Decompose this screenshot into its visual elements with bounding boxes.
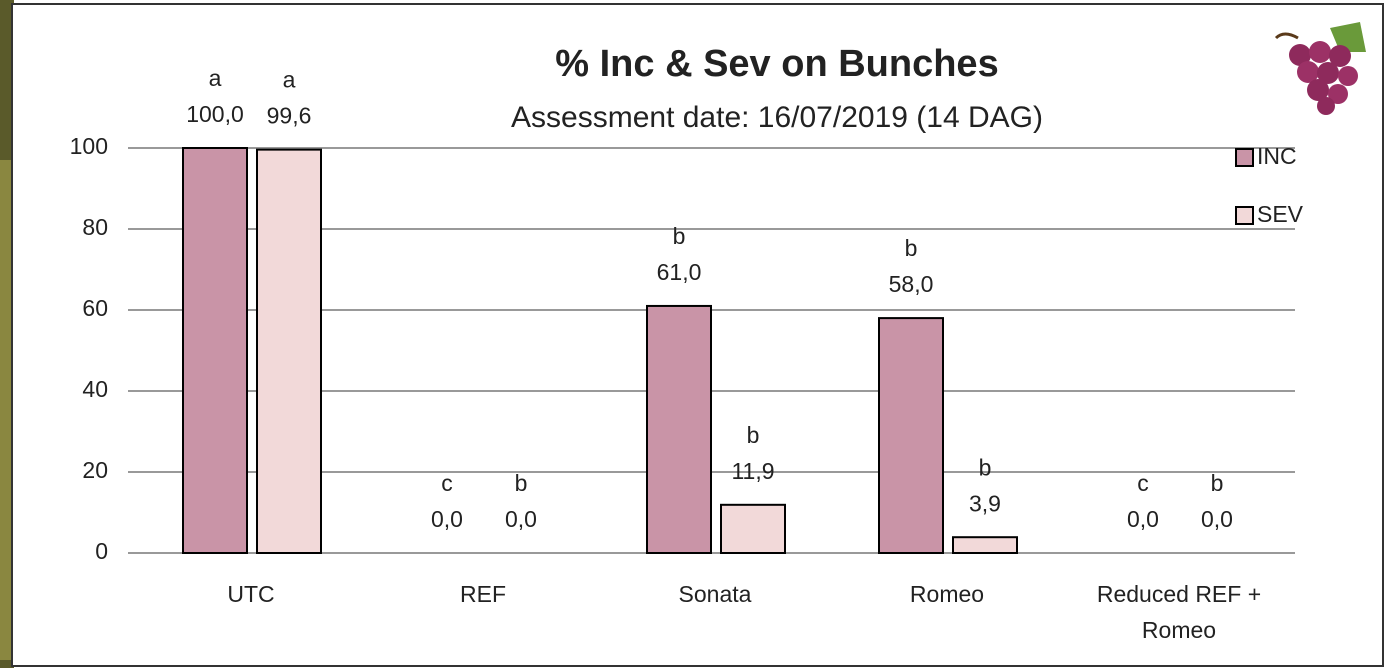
bar	[721, 505, 785, 553]
value-label: 11,9	[731, 458, 774, 484]
significance-letter: c	[1137, 470, 1149, 496]
legend-label: SEV	[1257, 201, 1304, 227]
y-tick-label: 0	[95, 538, 108, 564]
legend-swatch	[1236, 149, 1253, 166]
bar	[879, 318, 943, 553]
value-label: 0,0	[431, 506, 463, 532]
y-tick-label: 100	[70, 133, 108, 159]
x-tick-label: Sonata	[605, 576, 825, 612]
x-tick-label: Romeo	[837, 576, 1057, 612]
bar	[953, 537, 1017, 553]
significance-letter: b	[747, 422, 760, 448]
significance-letter: b	[905, 235, 918, 261]
page: % Inc & Sev on Bunches Assessment date: …	[0, 0, 1385, 668]
value-label: 99,6	[267, 103, 312, 129]
significance-letter: b	[979, 454, 992, 480]
chart-title: % Inc & Sev on Bunches	[555, 43, 998, 85]
value-label: 0,0	[1201, 506, 1233, 532]
x-tick-label: REF	[373, 576, 593, 612]
y-tick-label: 60	[82, 295, 108, 321]
bar	[257, 150, 321, 553]
significance-letter: b	[673, 223, 686, 249]
significance-letter: b	[1211, 470, 1224, 496]
chart: % Inc & Sev on Bunches Assessment date: …	[0, 0, 1385, 668]
significance-letter: c	[441, 470, 453, 496]
significance-letter: a	[209, 65, 222, 91]
legend-label: INC	[1257, 143, 1297, 169]
value-label: 58,0	[889, 271, 934, 297]
y-tick-label: 80	[82, 214, 108, 240]
value-label: 100,0	[186, 101, 244, 127]
value-label: 0,0	[1127, 506, 1159, 532]
value-label: 61,0	[657, 259, 702, 285]
bar	[183, 148, 247, 553]
value-label: 3,9	[969, 490, 1001, 516]
significance-letter: b	[515, 470, 528, 496]
x-tick-label: Reduced REF + Romeo	[1069, 576, 1289, 648]
y-tick-label: 20	[82, 457, 108, 483]
chart-subtitle: Assessment date: 16/07/2019 (14 DAG)	[511, 101, 1043, 134]
y-tick-label: 40	[82, 376, 108, 402]
bar	[647, 306, 711, 553]
x-tick-label: UTC	[141, 576, 361, 612]
value-label: 0,0	[505, 506, 537, 532]
legend-swatch	[1236, 207, 1253, 224]
significance-letter: a	[283, 67, 296, 93]
